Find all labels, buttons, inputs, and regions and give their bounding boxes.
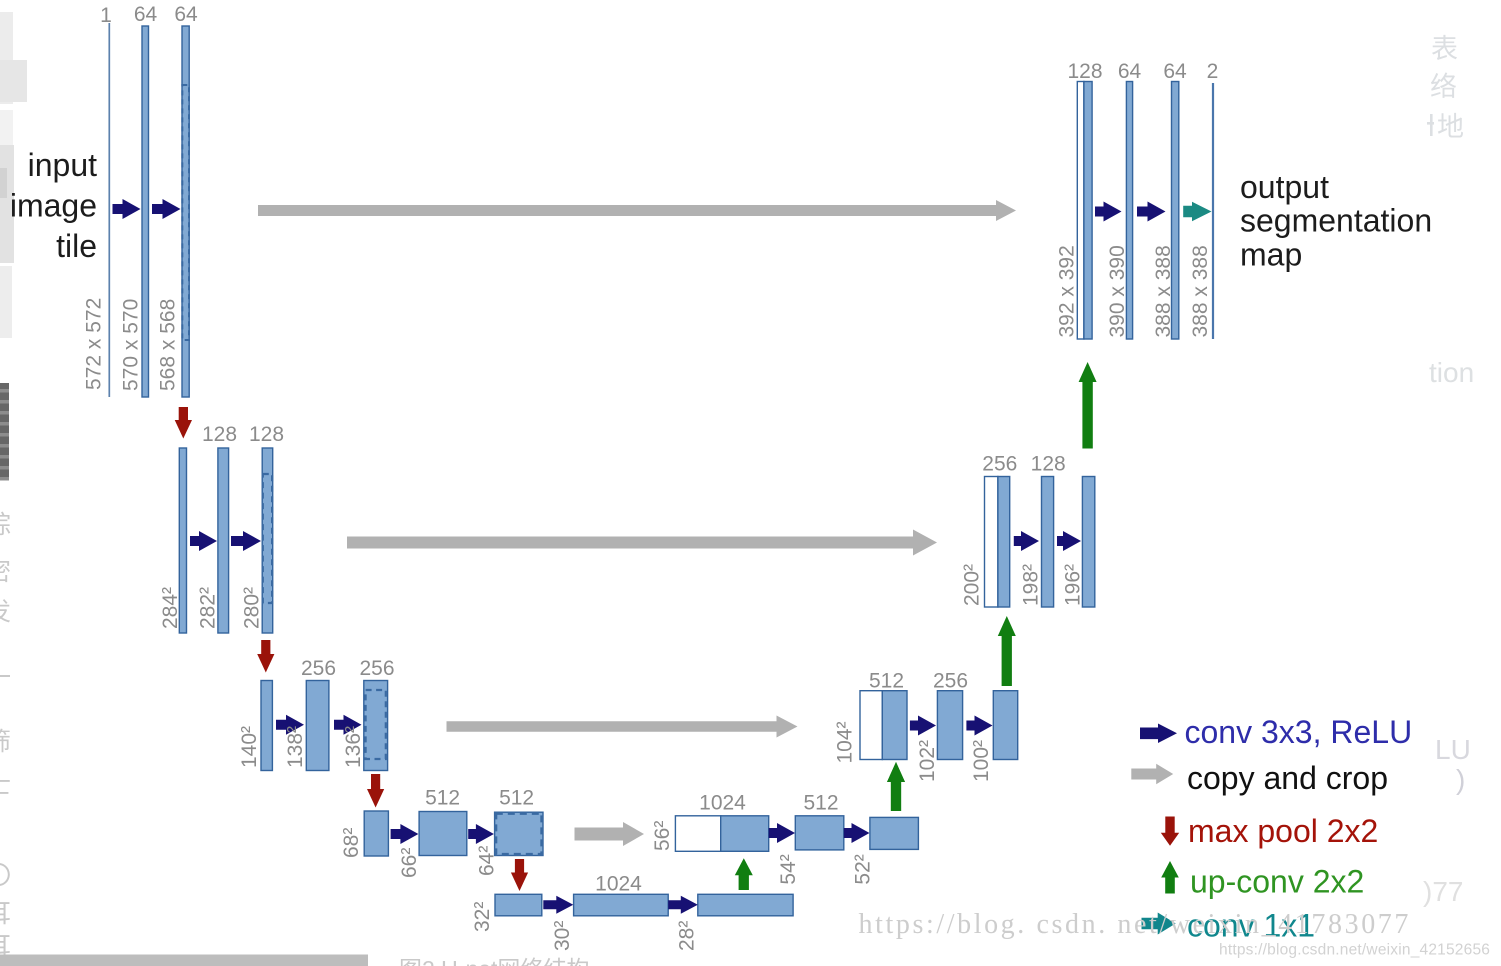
svg-text:)77: )77 <box>1423 876 1463 907</box>
svg-text:32²: 32² <box>471 902 494 932</box>
svg-text:tile: tile <box>56 228 97 264</box>
svg-text:〇: 〇 <box>0 862 11 890</box>
svg-text:198²: 198² <box>1020 564 1043 606</box>
svg-text:136²: 136² <box>342 726 365 768</box>
svg-text:30²: 30² <box>551 921 574 951</box>
svg-text:64: 64 <box>1163 60 1187 83</box>
svg-text:100²: 100² <box>970 740 993 782</box>
svg-text:综: 综 <box>0 511 11 539</box>
svg-text:392 x 392: 392 x 392 <box>1056 245 1079 337</box>
svg-text:512: 512 <box>499 787 534 810</box>
svg-text:256: 256 <box>933 670 968 693</box>
svg-text:128: 128 <box>249 423 284 446</box>
svg-text:282²: 282² <box>197 587 220 629</box>
svg-text:络: 络 <box>1430 72 1457 102</box>
svg-text:map: map <box>1240 237 1302 273</box>
svg-text:https://blog. csdn. net/weixin: https://blog. csdn. net/weixin_41783077 <box>859 909 1412 940</box>
svg-text:64: 64 <box>134 3 158 26</box>
svg-text:地: 地 <box>1437 112 1464 142</box>
svg-text:conv 3x3, ReLU: conv 3x3, ReLU <box>1185 714 1413 750</box>
svg-text:256: 256 <box>982 453 1017 476</box>
svg-text:56²: 56² <box>651 821 674 851</box>
svg-text:input: input <box>28 147 98 183</box>
svg-text:64: 64 <box>174 3 198 26</box>
svg-text:64²: 64² <box>476 846 499 876</box>
svg-text:1024: 1024 <box>595 873 642 896</box>
svg-text:128: 128 <box>1067 60 1102 83</box>
svg-text:up-conv 2x2: up-conv 2x2 <box>1190 864 1364 900</box>
svg-text:512: 512 <box>425 787 460 810</box>
svg-text:104²: 104² <box>834 721 857 763</box>
svg-text:士: 士 <box>0 771 11 799</box>
svg-text:image: image <box>10 188 97 224</box>
svg-text:138²: 138² <box>284 726 307 768</box>
svg-text:66²: 66² <box>398 848 421 878</box>
svg-text:196²: 196² <box>1061 564 1084 606</box>
svg-text:表: 表 <box>1431 34 1458 64</box>
svg-text:102²: 102² <box>916 740 939 782</box>
svg-text:一: 一 <box>0 664 11 692</box>
svg-text:256: 256 <box>301 657 336 680</box>
svg-text:128: 128 <box>202 423 237 446</box>
svg-text:128: 128 <box>1031 453 1066 476</box>
svg-text:LU: LU <box>1435 734 1471 765</box>
svg-text:28²: 28² <box>676 921 699 951</box>
svg-text:密: 密 <box>0 558 11 586</box>
svg-text:筛: 筛 <box>0 728 11 756</box>
svg-text:conv 1x1: conv 1x1 <box>1187 908 1315 944</box>
svg-text:1024: 1024 <box>699 792 746 815</box>
svg-text:256: 256 <box>359 657 394 680</box>
svg-text:max pool 2x2: max pool 2x2 <box>1188 813 1378 849</box>
svg-text:280²: 280² <box>241 587 264 629</box>
svg-text:512: 512 <box>869 670 904 693</box>
svg-text:570 x 570: 570 x 570 <box>120 299 143 391</box>
svg-text:512: 512 <box>803 792 838 815</box>
svg-text:568 x 568: 568 x 568 <box>157 299 180 391</box>
svg-text:发: 发 <box>0 598 11 626</box>
svg-text:): ) <box>1456 764 1465 795</box>
svg-text:284²: 284² <box>159 587 182 629</box>
svg-text:copy and crop: copy and crop <box>1187 760 1388 796</box>
svg-text:388 x 388: 388 x 388 <box>1152 245 1175 337</box>
svg-text:52²: 52² <box>851 854 874 884</box>
svg-text:tion: tion <box>1429 357 1474 388</box>
svg-text:1: 1 <box>100 4 112 27</box>
svg-text:图2 U-net网络结构: 图2 U-net网络结构 <box>399 956 589 966</box>
svg-text:64: 64 <box>1118 60 1142 83</box>
svg-text:390 x 390: 390 x 390 <box>1106 245 1129 337</box>
svg-text:耳: 耳 <box>0 900 11 928</box>
svg-text:耳: 耳 <box>0 933 11 961</box>
svg-text:68²: 68² <box>340 828 363 858</box>
svg-text:140²: 140² <box>238 726 261 768</box>
svg-text:200²: 200² <box>961 564 984 606</box>
svg-text:54²: 54² <box>777 854 800 884</box>
svg-text:https://blog.csdn.net/weixin_4: https://blog.csdn.net/weixin_42152656 <box>1219 942 1490 959</box>
svg-text:output: output <box>1240 169 1329 205</box>
svg-text:segmentation: segmentation <box>1240 203 1432 239</box>
svg-text:388 x 388: 388 x 388 <box>1189 245 1212 337</box>
svg-text:2: 2 <box>1207 60 1219 83</box>
svg-text:572 x 572: 572 x 572 <box>83 298 106 390</box>
